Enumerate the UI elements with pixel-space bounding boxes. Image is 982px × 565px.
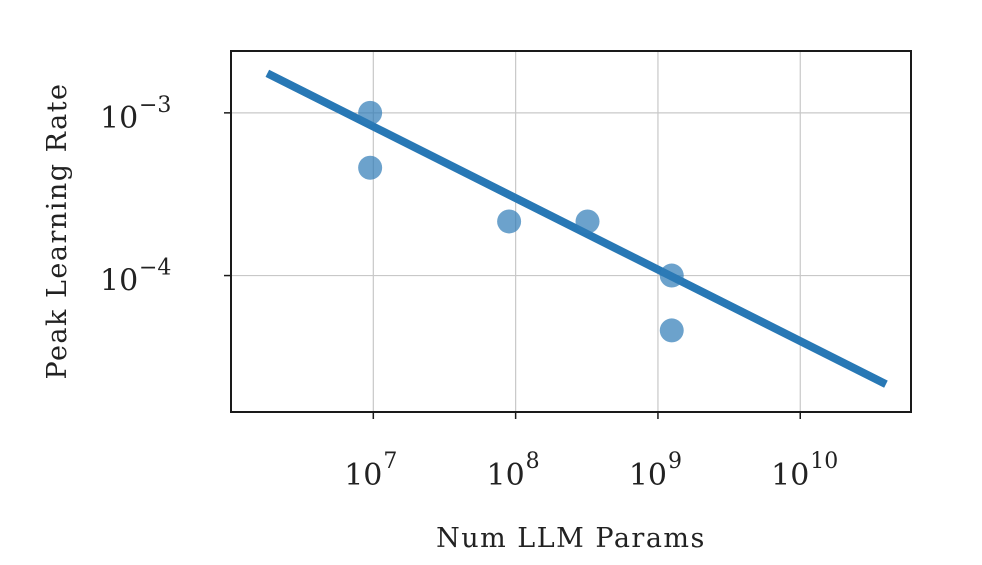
x-tick-label: 10 (771, 458, 809, 493)
y-tick-exponent: −3 (139, 93, 171, 118)
scatter-point (575, 209, 600, 234)
scatter-point (358, 155, 383, 180)
fit-line-layer (265, 69, 888, 388)
scatter-point (659, 318, 684, 343)
x-tick-exponent: 7 (383, 449, 397, 474)
y-tick-labels: 10−310−4 (100, 93, 231, 299)
scatter-point (358, 100, 383, 125)
y-axis-label: Peak Learning Rate (42, 82, 73, 379)
x-tick-exponent: 8 (526, 449, 540, 474)
y-tick-label: 10 (100, 101, 138, 136)
x-tick-label: 10 (629, 458, 667, 493)
data-points (358, 100, 684, 343)
x-axis-label: Num LLM Params (436, 523, 706, 554)
plot-frame (230, 50, 912, 413)
x-tick-label: 10 (487, 458, 525, 493)
x-tick-labels: 10 7 10 8 10 9 10 10 (344, 412, 838, 493)
scatter-point (659, 263, 684, 288)
y-tick-label: 10 (100, 264, 138, 299)
x-tick-exponent: 9 (668, 449, 682, 474)
scatter-point (497, 209, 522, 234)
fit-line (265, 69, 888, 388)
x-tick-exponent: 10 (810, 449, 838, 474)
y-tick-exponent: −4 (139, 256, 171, 281)
x-tick-label: 10 (344, 458, 382, 493)
